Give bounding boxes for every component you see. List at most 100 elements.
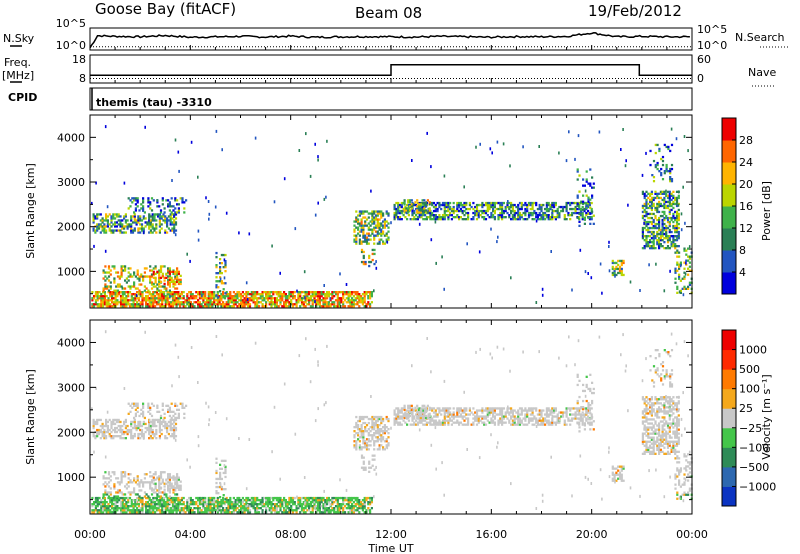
power-cell xyxy=(538,205,541,209)
velocity-cell xyxy=(150,487,154,490)
power-cell xyxy=(137,293,140,296)
velocity-cell xyxy=(317,499,320,502)
power-cell xyxy=(145,295,148,298)
velocity-cell xyxy=(356,509,359,512)
velocity-cell xyxy=(222,511,225,514)
velocity-cell xyxy=(281,505,284,508)
velocity-cell xyxy=(103,496,106,500)
power-cell xyxy=(415,218,418,221)
power-cell xyxy=(670,127,673,131)
power-cell xyxy=(306,299,309,302)
velocity-cell xyxy=(121,505,124,508)
power-cell xyxy=(590,276,593,280)
velocity-cell xyxy=(100,511,103,514)
velocity-cell xyxy=(197,509,200,512)
power-cell xyxy=(229,293,232,296)
power-cell xyxy=(154,305,157,308)
velocity-cell xyxy=(174,426,178,430)
power-cell xyxy=(432,209,436,213)
power-cell xyxy=(207,291,210,294)
velocity-cell xyxy=(300,503,304,506)
power-cell xyxy=(385,238,388,241)
velocity-cell xyxy=(229,505,232,508)
power-cell xyxy=(149,201,152,204)
power-cell xyxy=(542,218,545,221)
power-cell xyxy=(240,305,243,308)
power-cell xyxy=(643,226,646,230)
velocity-cell xyxy=(387,417,390,421)
power-cell xyxy=(214,299,218,302)
power-cell xyxy=(191,293,194,296)
power-cell xyxy=(659,245,662,248)
velocity-cell xyxy=(275,507,278,510)
power-cell xyxy=(110,215,113,218)
velocity-cell xyxy=(166,496,169,500)
power-cell xyxy=(106,205,109,209)
velocity-cell xyxy=(360,466,364,469)
power-cell xyxy=(186,301,189,304)
power-cell xyxy=(211,293,214,296)
velocity-cell xyxy=(158,475,161,478)
power-cell xyxy=(155,303,158,306)
velocity-cell xyxy=(385,444,388,447)
power-cell xyxy=(666,226,670,230)
power-cell xyxy=(150,301,153,304)
velocity-cell xyxy=(225,509,228,512)
velocity-cell xyxy=(215,457,218,460)
power-cell xyxy=(665,230,668,234)
velocity-cell xyxy=(154,486,157,489)
velocity-cell xyxy=(215,471,218,475)
velocity-cell xyxy=(311,505,314,508)
velocity-cell xyxy=(154,511,157,514)
power-cell xyxy=(340,291,343,294)
power-cell xyxy=(177,207,180,210)
velocity-cell xyxy=(275,503,278,506)
power-cell xyxy=(432,205,436,209)
power-cell xyxy=(668,247,671,250)
velocity-cell xyxy=(272,509,275,512)
power-cell xyxy=(218,299,221,302)
velocity-cell xyxy=(165,495,168,498)
power-cell xyxy=(663,196,666,200)
velocity-cell xyxy=(197,496,200,500)
power-cell xyxy=(513,209,516,213)
power-cell xyxy=(291,293,295,296)
velocity-cell xyxy=(374,415,378,419)
power-cell xyxy=(174,280,177,283)
power-cell xyxy=(132,301,135,304)
power-cell xyxy=(423,199,426,202)
power-cell xyxy=(286,299,289,302)
velocity-cell xyxy=(304,496,307,500)
power-cell xyxy=(179,197,182,200)
power-cell xyxy=(618,259,622,263)
power-cell xyxy=(125,303,128,306)
power-cell xyxy=(447,207,450,211)
power-cell xyxy=(318,303,321,306)
power-cell xyxy=(189,303,192,306)
power-cell xyxy=(353,220,356,223)
power-cell xyxy=(501,203,504,207)
velocity-cell xyxy=(358,511,361,514)
velocity-cell xyxy=(373,448,376,451)
velocity-cell xyxy=(232,501,235,504)
velocity-cell xyxy=(99,430,102,434)
power-cell xyxy=(675,190,679,193)
power-cell xyxy=(174,229,178,232)
power-cell xyxy=(231,299,234,302)
velocity-cell xyxy=(148,432,151,436)
velocity-cell xyxy=(125,511,128,514)
power-cell xyxy=(687,149,689,153)
power-cell xyxy=(611,265,614,269)
velocity-cell xyxy=(170,410,173,413)
velocity-cell xyxy=(123,432,126,436)
power-cell xyxy=(357,218,360,221)
power-cell xyxy=(641,226,644,230)
velocity-cell xyxy=(124,473,127,476)
velocity-cell xyxy=(139,509,142,512)
power-cell xyxy=(222,295,225,298)
velocity-cell xyxy=(153,424,156,428)
power-colorbar-segment xyxy=(722,184,736,207)
power-cell xyxy=(123,303,126,306)
velocity-cell xyxy=(378,432,381,435)
power-cell xyxy=(148,219,151,222)
